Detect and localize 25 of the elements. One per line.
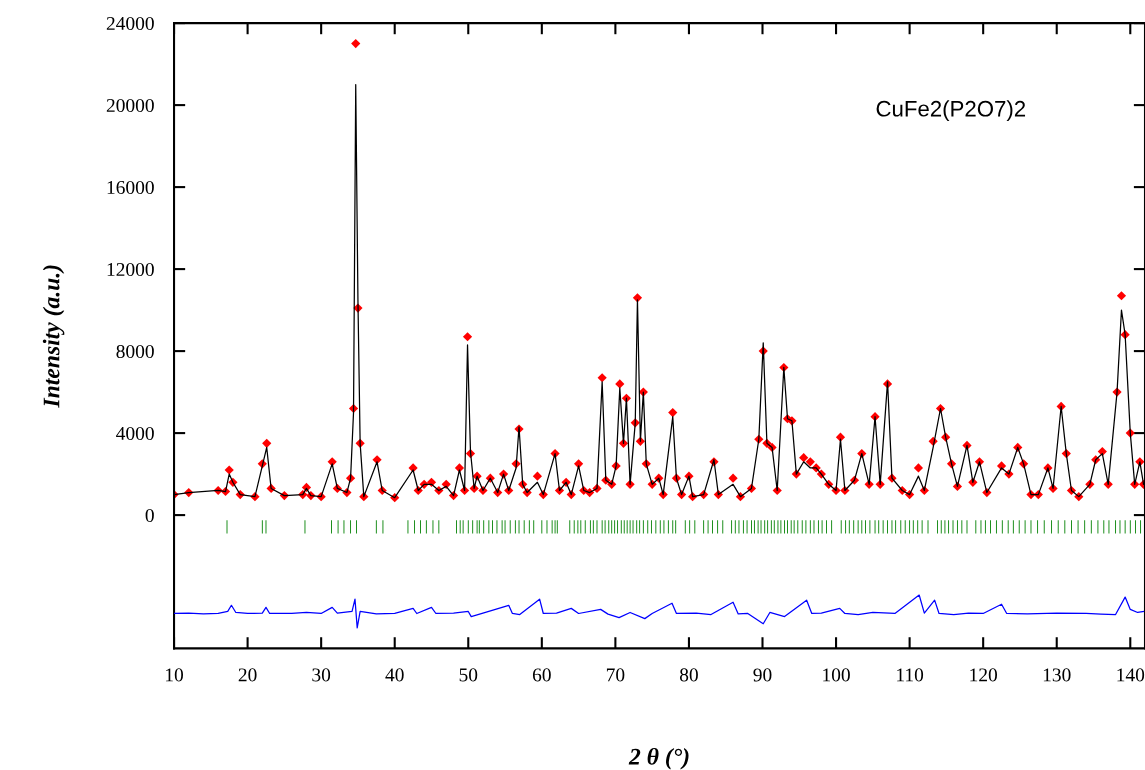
x-tick-label: 130: [1043, 668, 1071, 682]
x-tick-label: 60: [532, 668, 551, 682]
y-tick-label: 0: [145, 508, 154, 523]
y-tick-label: 8000: [116, 344, 154, 359]
y-tick-label: 20000: [106, 98, 154, 113]
x-tick-label: 100: [823, 668, 850, 682]
y-axis-title: Intensity (a.u.): [42, 265, 65, 408]
x-tick-label: 70: [606, 668, 625, 682]
y-tick-label: 4000: [116, 426, 154, 441]
x-tick-label: 20: [238, 668, 257, 682]
x-tick-label: 10: [166, 668, 184, 682]
y-tick-label: 24000: [106, 16, 154, 31]
x-tick-label: 30: [312, 668, 331, 682]
x-tick-label: 40: [385, 668, 404, 682]
x-axis-title: 2 θ (°): [628, 747, 689, 770]
x-tick-label: 140: [1117, 668, 1145, 682]
x-tick-label: 50: [459, 668, 478, 682]
x-tick-label: 80: [679, 668, 698, 682]
x-tick-label: 90: [753, 668, 772, 682]
y-tick-label: 12000: [107, 262, 154, 277]
y-tick-label: 16000: [107, 180, 154, 195]
x-tick-label: 120: [970, 668, 998, 682]
line-series: [174, 594, 1145, 629]
x-tick-label: 110: [897, 668, 924, 682]
annotation: CuFe2(P2O7)2: [876, 100, 1026, 121]
